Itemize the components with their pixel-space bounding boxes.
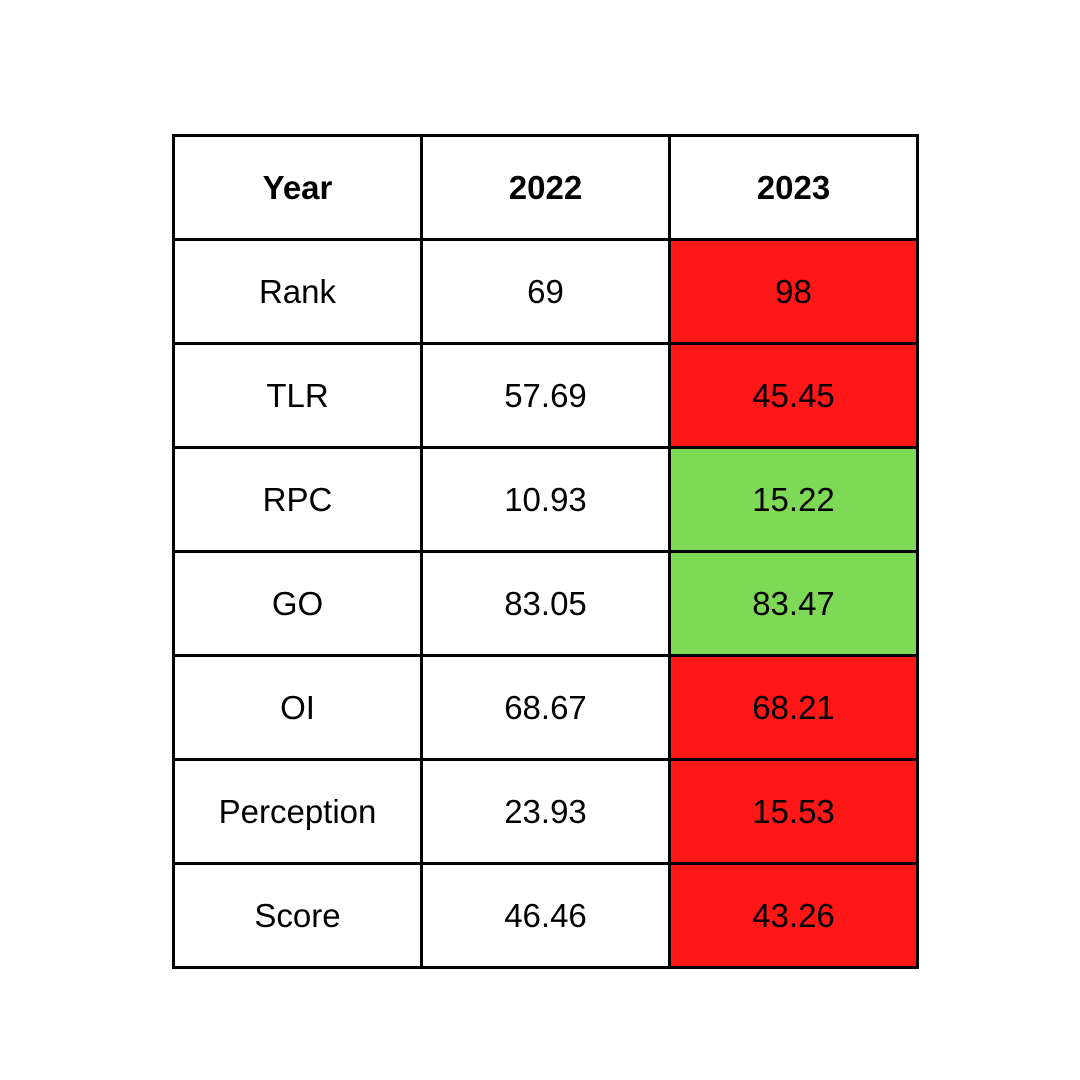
metric-label: GO [172,550,423,657]
value-2023: 68.21 [668,654,919,761]
header-2023: 2023 [668,134,919,241]
value-2022: 23.93 [420,758,671,865]
value-2022: 69 [420,238,671,345]
value-2023: 15.22 [668,446,919,553]
value-2023: 98 [668,238,919,345]
header-year: Year [172,134,423,241]
metric-label: RPC [172,446,423,553]
value-2022: 68.67 [420,654,671,761]
value-2022: 46.46 [420,862,671,969]
table-body: Rank 69 98 TLR 57.69 45.45 RPC 10.93 15.22 GO 83.0… [172,238,919,969]
value-2023: 43.26 [668,862,919,969]
table-row: RPC 10.93 15.22 [172,446,919,553]
value-2022: 57.69 [420,342,671,449]
value-2023: 15.53 [668,758,919,865]
header-row: Year 2022 2023 [172,134,919,241]
table-row: OI 68.67 68.21 [172,654,919,761]
value-2022: 10.93 [420,446,671,553]
value-2023: 83.47 [668,550,919,657]
header-2022: 2022 [420,134,671,241]
metric-label: TLR [172,342,423,449]
metric-label: Score [172,862,423,969]
table-row: GO 83.05 83.47 [172,550,919,657]
metric-label: OI [172,654,423,761]
value-2022: 83.05 [420,550,671,657]
value-2023: 45.45 [668,342,919,449]
table-row: TLR 57.69 45.45 [172,342,919,449]
stats-table: Year 2022 2023 Rank 69 98 TLR 57.69 45.45 RPC 1… [172,134,919,969]
metric-label: Perception [172,758,423,865]
metric-label: Rank [172,238,423,345]
table-row: Score 46.46 43.26 [172,862,919,969]
table-row: Rank 69 98 [172,238,919,345]
table-row: Perception 23.93 15.53 [172,758,919,865]
